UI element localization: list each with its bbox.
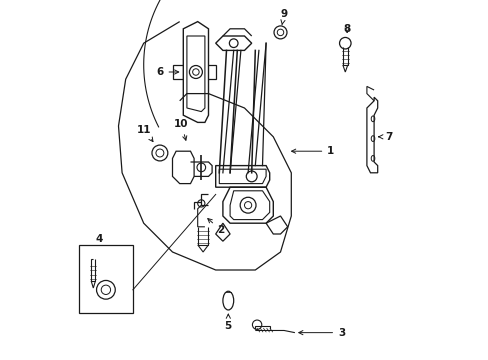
Text: 8: 8 — [343, 24, 350, 34]
Text: 3: 3 — [298, 328, 345, 338]
Text: 10: 10 — [174, 119, 188, 140]
Text: 11: 11 — [137, 125, 153, 141]
Text: 9: 9 — [280, 9, 287, 25]
Text: 2: 2 — [207, 219, 224, 235]
Text: 1: 1 — [291, 146, 334, 156]
Text: 5: 5 — [224, 314, 231, 331]
Text: 7: 7 — [378, 132, 391, 142]
Text: 6: 6 — [156, 67, 178, 77]
Bar — [79, 245, 133, 313]
Text: 4: 4 — [95, 234, 102, 244]
